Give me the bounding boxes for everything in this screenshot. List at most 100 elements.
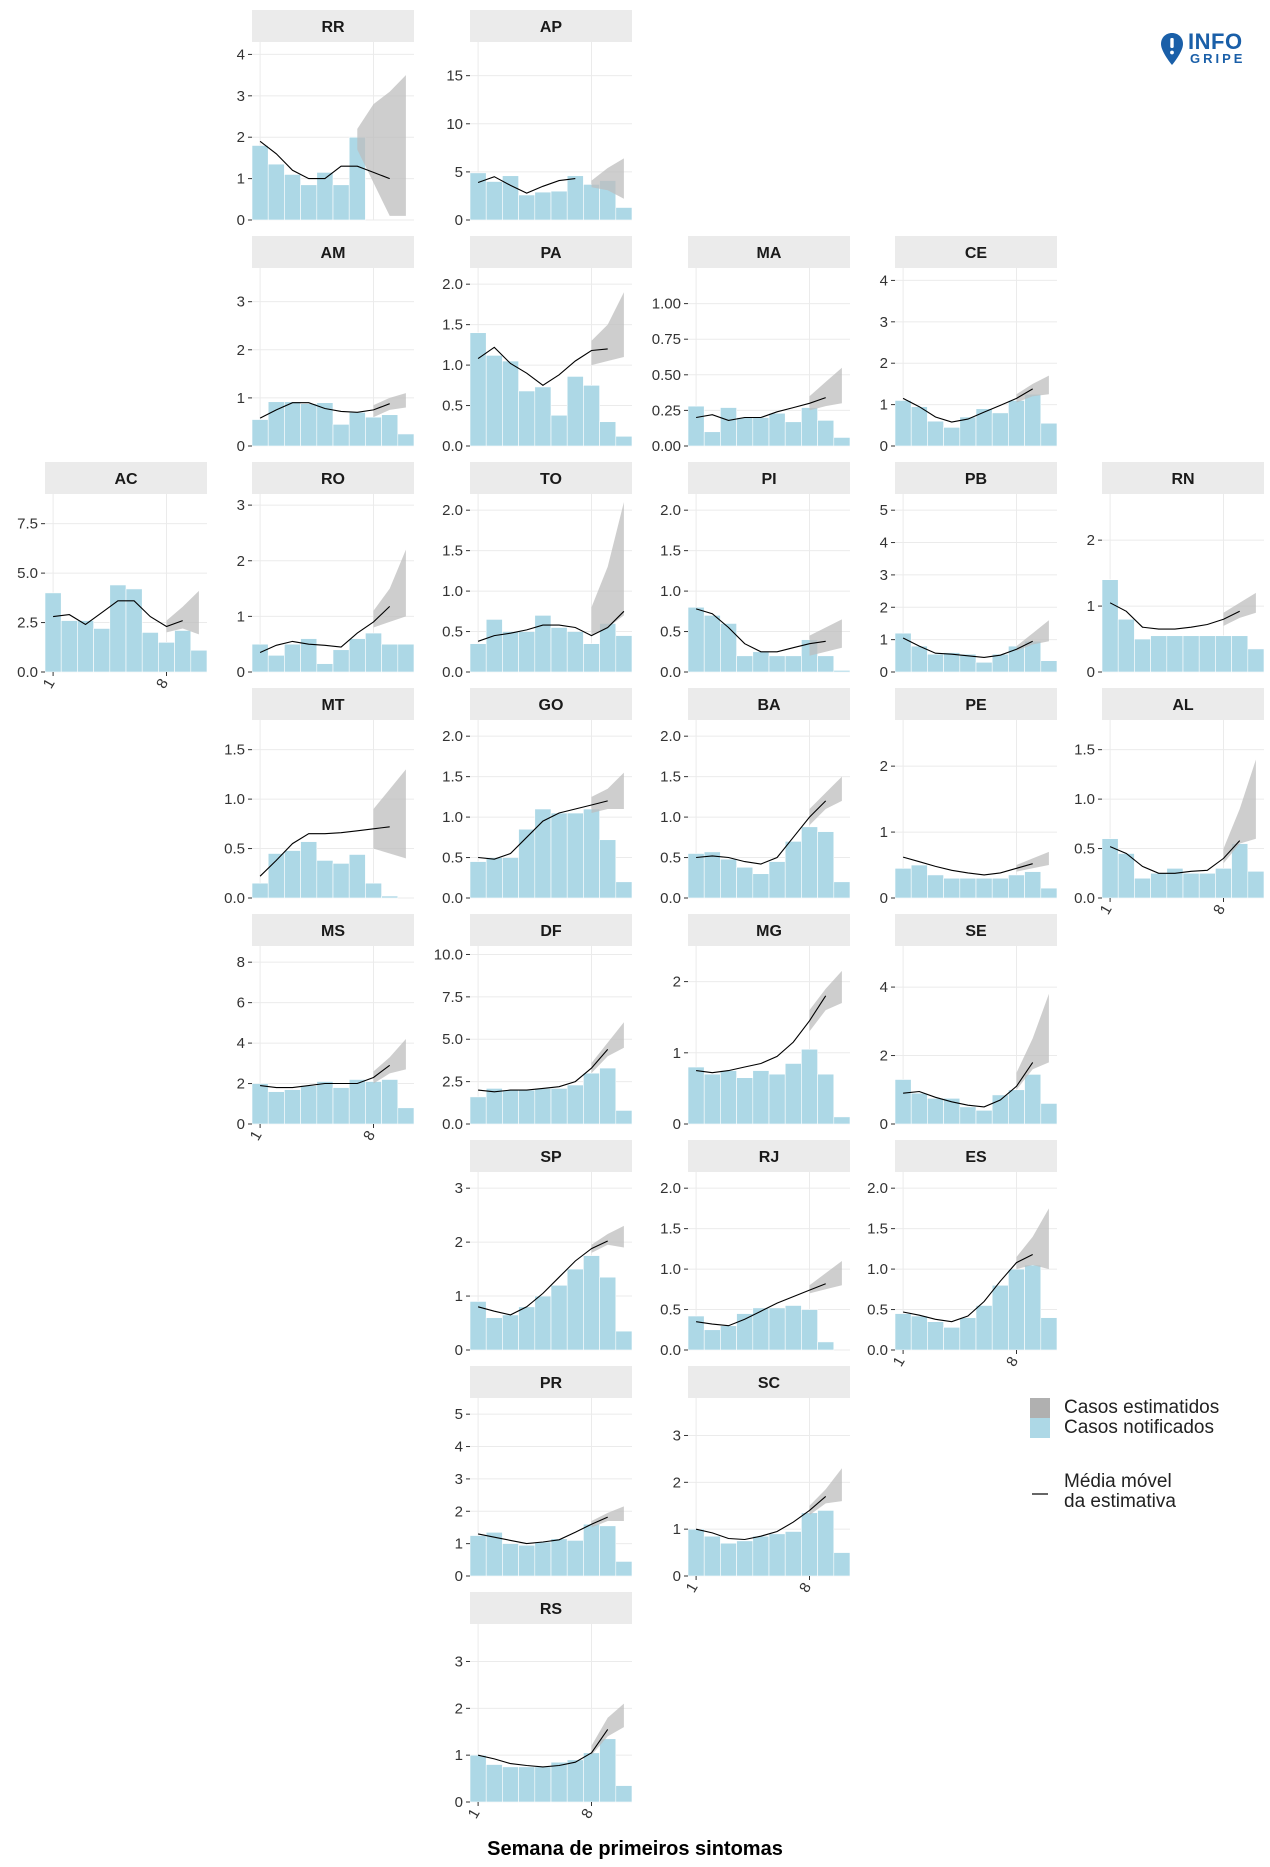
bar-notified — [1166, 635, 1184, 673]
bar-notified — [348, 412, 366, 447]
bar-notified — [534, 1295, 552, 1351]
estimate-band — [1223, 759, 1256, 864]
y-tick-label: 0.5 — [442, 398, 463, 415]
y-tick-label: 1 — [455, 1288, 463, 1305]
y-tick-label: 7.5 — [17, 516, 38, 533]
bar-notified — [485, 1088, 503, 1125]
bar-notified — [60, 620, 78, 673]
panel-pb: PB 0 1 2 3 4 5 — [880, 462, 1058, 681]
panel-strip — [895, 462, 1057, 494]
x-axis-title: Semana de primeiros sintomas — [487, 1838, 783, 1860]
bar-notified — [910, 1315, 928, 1351]
panel-strip — [252, 914, 414, 946]
panel-title: PI — [761, 471, 776, 488]
bar-notified — [190, 649, 208, 673]
y-tick-label: 4 — [880, 979, 888, 996]
bar-notified — [583, 1752, 600, 1803]
bar-notified — [959, 1317, 977, 1351]
bar-notified — [1150, 872, 1168, 899]
legend-key-estimated — [1030, 1398, 1050, 1418]
bar-notified — [894, 868, 912, 899]
panel-title: PA — [540, 245, 561, 262]
moving-average-line — [477, 346, 608, 386]
bar-notified — [550, 190, 568, 221]
estimate-band — [591, 1703, 624, 1756]
y-tick-label: 0.50 — [652, 367, 681, 384]
bar-notified — [1247, 648, 1265, 673]
bar-notified — [518, 1766, 536, 1803]
bar-notified — [615, 1785, 633, 1803]
bar-notified — [1008, 1268, 1025, 1351]
y-tick-label: 0 — [673, 1568, 681, 1585]
panel-title: AM — [321, 245, 346, 262]
panel-go: GO 0.0 0.5 1.0 1.5 2.0 — [442, 688, 633, 907]
bar-notified — [752, 417, 770, 447]
panel-mt: MT 0.0 0.5 1.0 1.5 — [224, 688, 414, 907]
panel-title: PB — [965, 471, 987, 488]
bar-notified — [109, 584, 127, 673]
bar-notified — [332, 424, 350, 447]
x-tick-label: 1 — [40, 676, 59, 692]
bar-notified — [381, 414, 399, 447]
panel-strip — [470, 10, 632, 42]
panel-strip — [688, 688, 850, 720]
bar-notified — [284, 850, 301, 899]
y-tick-label: 0.0 — [442, 438, 463, 455]
bar-notified — [927, 874, 944, 899]
y-tick-label: 2 — [455, 1234, 463, 1251]
y-tick-label: 2 — [237, 553, 245, 570]
bar-notified — [284, 1089, 301, 1125]
bar-notified — [910, 1092, 928, 1125]
bar-notified — [550, 414, 568, 447]
bar-notified — [817, 1341, 835, 1351]
bar-notified — [267, 1091, 285, 1125]
bar-notified — [752, 1070, 770, 1125]
bar-notified — [583, 1072, 600, 1125]
estimate-band — [591, 1225, 624, 1253]
bar-notified — [1024, 1074, 1042, 1125]
bar-notified — [1040, 422, 1058, 447]
y-tick-label: 2 — [673, 974, 681, 991]
moving-average-line — [902, 1254, 1033, 1323]
estimate-band — [1016, 620, 1049, 651]
bar-notified — [599, 1067, 617, 1125]
y-tick-label: 1 — [673, 1045, 681, 1062]
panel-title: AL — [1172, 697, 1194, 714]
estimate-band — [809, 1468, 842, 1516]
y-tick-label: 0 — [880, 1116, 888, 1133]
bar-notified — [251, 145, 269, 221]
bar-notified — [817, 655, 835, 673]
estimate-band — [373, 769, 406, 859]
bar-notified — [615, 1330, 633, 1351]
bar-notified — [927, 420, 944, 447]
legend-label-notified: Casos notificados — [1064, 1417, 1214, 1438]
y-tick-label: 0 — [237, 1116, 245, 1133]
bar-notified — [365, 632, 382, 673]
panel-title: MT — [321, 697, 344, 714]
panel-ma: MA 0.00 0.25 0.50 0.75 1.00 — [652, 236, 851, 455]
y-tick-label: 5.0 — [17, 565, 38, 582]
y-tick-label: 7.5 — [442, 989, 463, 1006]
moving-average-line — [477, 610, 625, 642]
x-tick-label: 1 — [465, 1806, 484, 1822]
bar-notified — [300, 184, 318, 221]
estimate-band — [357, 75, 406, 216]
panel-strip — [470, 1140, 632, 1172]
bar-notified — [720, 1070, 737, 1125]
moving-average-line — [696, 1283, 826, 1327]
y-tick-label: 0.0 — [660, 664, 681, 681]
y-tick-label: 0 — [880, 438, 888, 455]
bar-notified — [502, 1089, 519, 1125]
bar-notified — [1008, 1089, 1025, 1125]
y-tick-label: 5.0 — [442, 1031, 463, 1048]
bar-notified — [583, 184, 600, 221]
moving-average-line — [696, 995, 827, 1074]
bar-notified — [1231, 635, 1249, 673]
bar-notified — [768, 1307, 786, 1351]
bar-notified — [251, 643, 269, 673]
bar-notified — [615, 435, 633, 447]
bar-notified — [991, 653, 1009, 673]
panel-strip — [895, 1140, 1057, 1172]
y-tick-label: 1 — [237, 390, 245, 407]
bar-notified — [316, 860, 334, 899]
